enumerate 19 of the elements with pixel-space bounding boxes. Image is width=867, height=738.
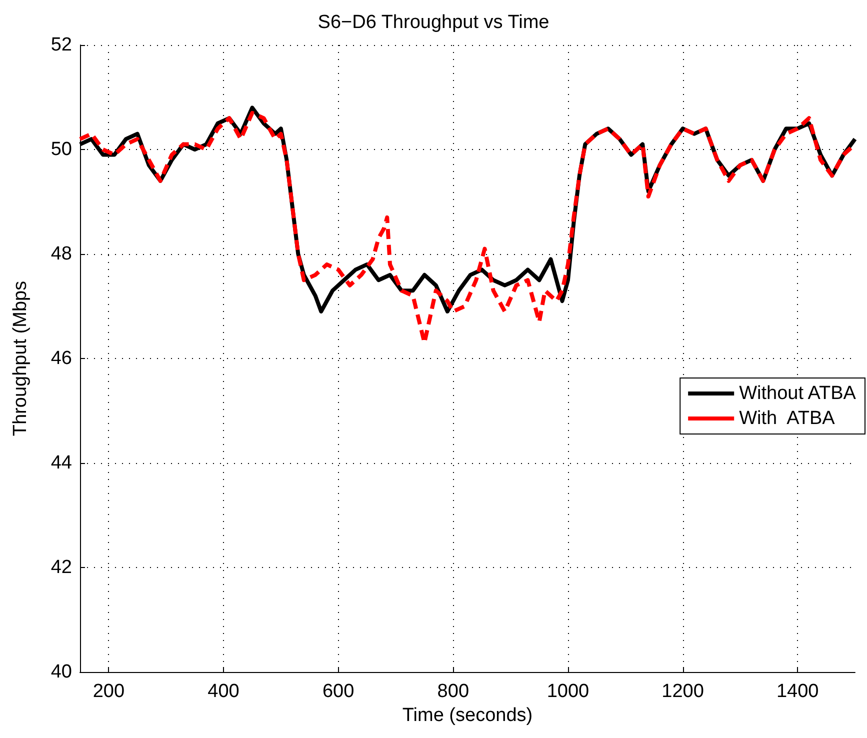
legend-label: With ATBA: [739, 408, 836, 429]
y-tick-label: 42: [50, 557, 72, 578]
x-tick-label: 1200: [662, 681, 704, 702]
y-tick-label: 44: [50, 452, 72, 474]
y-tick-label: 48: [50, 244, 72, 264]
y-tick-label: 52: [50, 34, 72, 56]
y-tick-label: 40: [50, 662, 72, 682]
y-tick-label: 46: [50, 348, 72, 369]
x-tick-label: 600: [322, 681, 354, 702]
y-axis-title: Throughput (Mbps: [10, 280, 31, 436]
x-tick-label: 800: [437, 681, 469, 702]
x-tick-label: 400: [208, 681, 240, 702]
x-axis-title: Time (seconds): [402, 704, 533, 726]
chart-title: S6−D6 Throughput vs Time: [318, 12, 550, 33]
x-tick-label: 1000: [546, 681, 590, 702]
x-tick-label: 1400: [776, 681, 819, 702]
legend-label: Without ATBA: [739, 383, 856, 404]
y-tick-label: 50: [50, 139, 72, 160]
x-tick-label: 200: [92, 681, 125, 702]
